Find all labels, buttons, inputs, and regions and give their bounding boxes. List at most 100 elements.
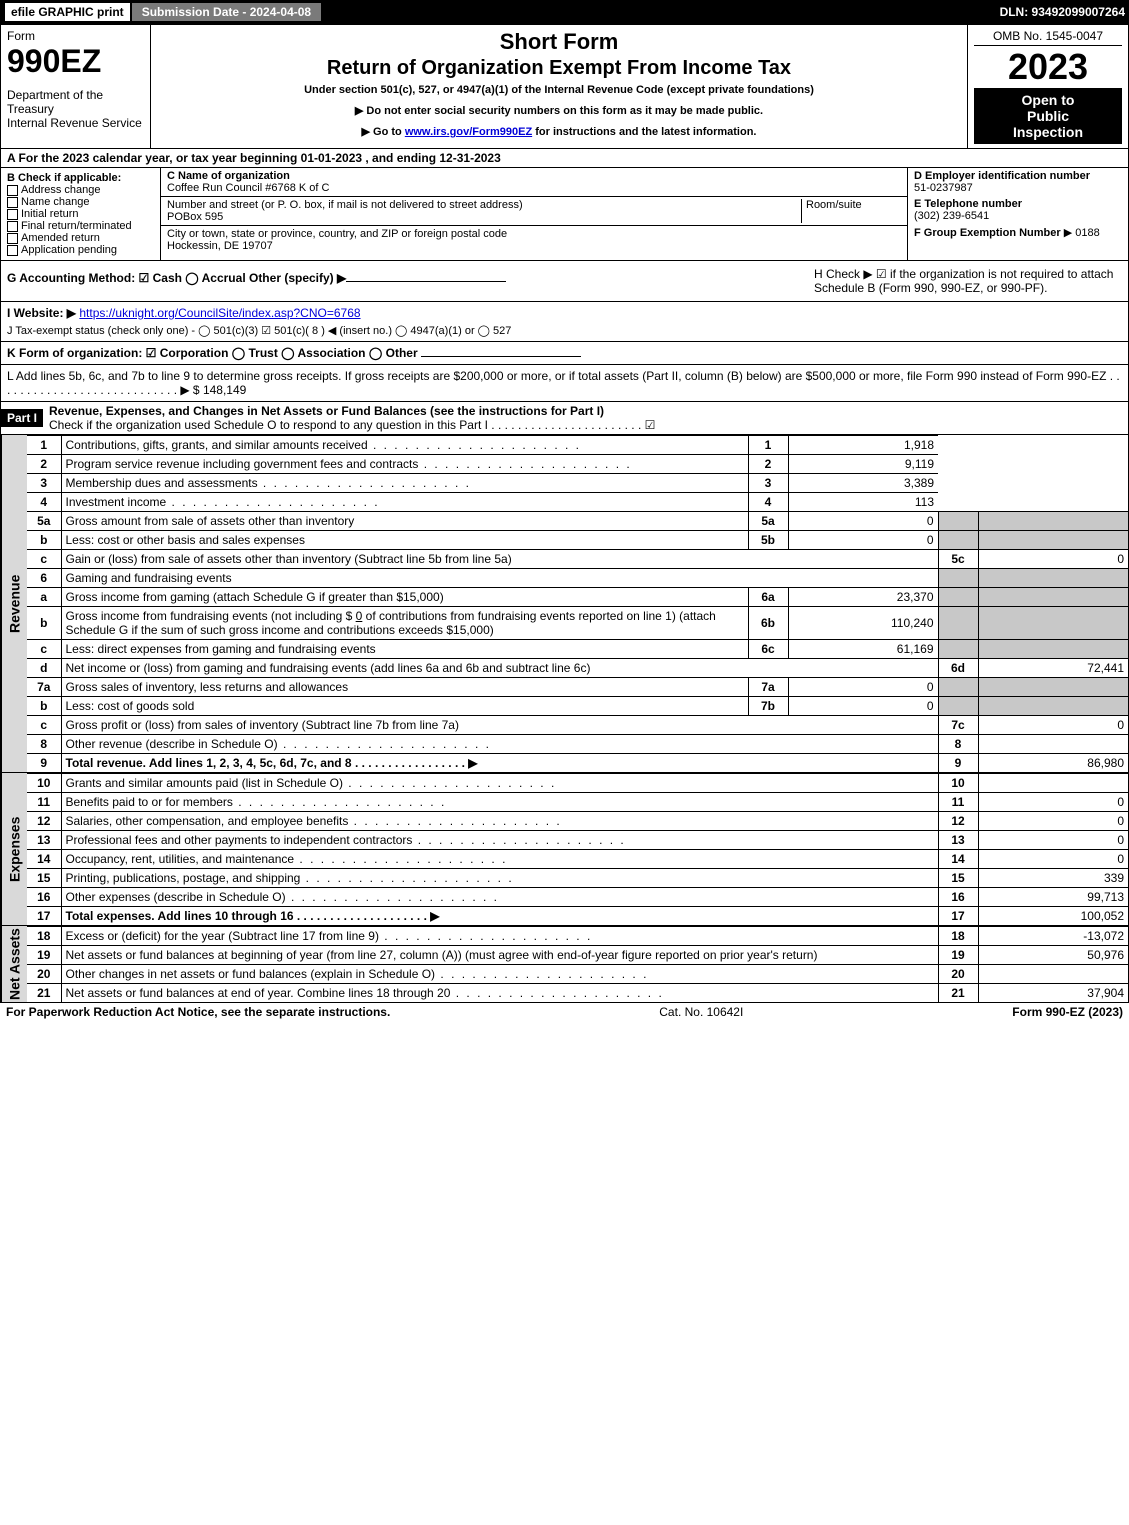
revenue-table: 1Contributions, gifts, grants, and simil… [27, 435, 1128, 772]
line-i: I Website: ▶ https://uknight.org/Council… [0, 302, 1129, 324]
l7b-grey2 [978, 697, 1128, 716]
l8-desc: Other revenue (describe in Schedule O) [61, 735, 938, 754]
l1-rnum: 1 [748, 436, 788, 455]
expenses-table: 10Grants and similar amounts paid (list … [27, 773, 1128, 925]
dept-label: Department of the Treasury [7, 88, 144, 116]
l21-desc: Net assets or fund balances at end of ye… [61, 984, 938, 1003]
l5b-num: b [27, 531, 61, 550]
net-assets-section: Net Assets 18Excess or (deficit) for the… [0, 926, 1129, 1003]
org-city: Hockessin, DE 19707 [167, 240, 273, 252]
l7a-sn: 7a [748, 678, 788, 697]
efile-print-button[interactable]: efile GRAPHIC print [4, 2, 131, 22]
l13-desc: Professional fees and other payments to … [61, 831, 938, 850]
l16-desc: Other expenses (describe in Schedule O) [61, 888, 938, 907]
l18-desc: Excess or (deficit) for the year (Subtra… [61, 927, 938, 946]
l1-desc: Contributions, gifts, grants, and simila… [61, 436, 748, 455]
l7a-grey2 [978, 678, 1128, 697]
l3-num: 3 [27, 474, 61, 493]
l7b-sv: 0 [788, 697, 938, 716]
top-bar: efile GRAPHIC print Submission Date - 20… [0, 0, 1129, 24]
no-ssn-notice: ▶ Do not enter social security numbers o… [157, 104, 961, 117]
org-name: Coffee Run Council #6768 K of C [167, 182, 329, 194]
l12-num: 12 [27, 812, 61, 831]
chk-initial-return[interactable]: Initial return [7, 208, 154, 220]
l6c-desc: Less: direct expenses from gaming and fu… [61, 640, 748, 659]
net-assets-side-label: Net Assets [1, 926, 27, 1002]
chk-amended-return[interactable]: Amended return [7, 232, 154, 244]
l6b-grey2 [978, 607, 1128, 640]
page-footer: For Paperwork Reduction Act Notice, see … [0, 1003, 1129, 1021]
goto-line: ▶ Go to www.irs.gov/Form990EZ for instru… [157, 125, 961, 138]
l7c-desc: Gross profit or (loss) from sales of inv… [61, 716, 938, 735]
l6-desc: Gaming and fundraising events [61, 569, 938, 588]
c-name-label: C Name of organization [167, 170, 290, 182]
under-section: Under section 501(c), 527, or 4947(a)(1)… [157, 84, 961, 96]
l5b-grey2 [978, 531, 1128, 550]
l17-val: 100,052 [978, 907, 1128, 926]
part1-title: Revenue, Expenses, and Changes in Net As… [49, 404, 604, 418]
name-label: Name change [21, 196, 90, 208]
omb-number: OMB No. 1545-0047 [974, 29, 1122, 46]
l20-val [978, 965, 1128, 984]
c-city-label: City or town, state or province, country… [167, 228, 507, 240]
expenses-side-label: Expenses [1, 773, 27, 925]
l6d-num: d [27, 659, 61, 678]
chk-address-change[interactable]: Address change [7, 184, 154, 196]
goto-link[interactable]: www.irs.gov/Form990EZ [405, 126, 532, 138]
net-assets-table: 18Excess or (deficit) for the year (Subt… [27, 926, 1128, 1002]
l15-val: 339 [978, 869, 1128, 888]
l5a-sv: 0 [788, 512, 938, 531]
section-bcdef: B Check if applicable: Address change Na… [0, 168, 1129, 261]
footer-cat: Cat. No. 10642I [390, 1005, 1012, 1019]
b-header: B Check if applicable: [7, 172, 154, 184]
app-label: Application pending [21, 244, 117, 256]
l14-num: 14 [27, 850, 61, 869]
l5b-sn: 5b [748, 531, 788, 550]
chk-application-pending[interactable]: Application pending [7, 244, 154, 256]
l21-num: 21 [27, 984, 61, 1003]
final-label: Final return/terminated [21, 220, 132, 232]
l11-rnum: 11 [938, 793, 978, 812]
l5a-num: 5a [27, 512, 61, 531]
l4-num: 4 [27, 493, 61, 512]
chk-name-change[interactable]: Name change [7, 196, 154, 208]
l1-val: 1,918 [788, 436, 938, 455]
l2-desc: Program service revenue including govern… [61, 455, 748, 474]
part1-sub: Check if the organization used Schedule … [49, 418, 655, 432]
l6b-grey [938, 607, 978, 640]
l10-num: 10 [27, 774, 61, 793]
l6b-desc: Gross income from fundraising events (no… [61, 607, 748, 640]
l14-desc: Occupancy, rent, utilities, and maintena… [61, 850, 938, 869]
website-link[interactable]: https://uknight.org/CouncilSite/index.as… [79, 306, 360, 320]
l15-desc: Printing, publications, postage, and shi… [61, 869, 938, 888]
l5a-desc: Gross amount from sale of assets other t… [61, 512, 748, 531]
chk-final-return[interactable]: Final return/terminated [7, 220, 154, 232]
l21-rnum: 21 [938, 984, 978, 1003]
section-b: B Check if applicable: Address change Na… [1, 168, 161, 260]
l14-val: 0 [978, 850, 1128, 869]
l19-desc: Net assets or fund balances at beginning… [61, 946, 938, 965]
l2-num: 2 [27, 455, 61, 474]
l7a-num: 7a [27, 678, 61, 697]
init-label: Initial return [21, 208, 78, 220]
l13-val: 0 [978, 831, 1128, 850]
l10-rnum: 10 [938, 774, 978, 793]
g-text: G Accounting Method: ☑ Cash ◯ Accrual Ot… [7, 271, 346, 285]
l20-desc: Other changes in net assets or fund bala… [61, 965, 938, 984]
l11-val: 0 [978, 793, 1128, 812]
l5b-desc: Less: cost or other basis and sales expe… [61, 531, 748, 550]
l6d-val: 72,441 [978, 659, 1128, 678]
l7a-sv: 0 [788, 678, 938, 697]
section-gh: G Accounting Method: ☑ Cash ◯ Accrual Ot… [0, 261, 1129, 302]
l4-val: 113 [788, 493, 938, 512]
l5c-rnum: 5c [938, 550, 978, 569]
line-l: L Add lines 5b, 6c, and 7b to line 9 to … [0, 365, 1129, 402]
goto-pre: ▶ Go to [362, 126, 405, 138]
l6d-desc: Net income or (loss) from gaming and fun… [61, 659, 938, 678]
l6a-grey [938, 588, 978, 607]
revenue-side-label: Revenue [1, 435, 27, 772]
l1-num: 1 [27, 436, 61, 455]
l10-val [978, 774, 1128, 793]
l2-val: 9,119 [788, 455, 938, 474]
open-line1: Open to [976, 92, 1120, 108]
